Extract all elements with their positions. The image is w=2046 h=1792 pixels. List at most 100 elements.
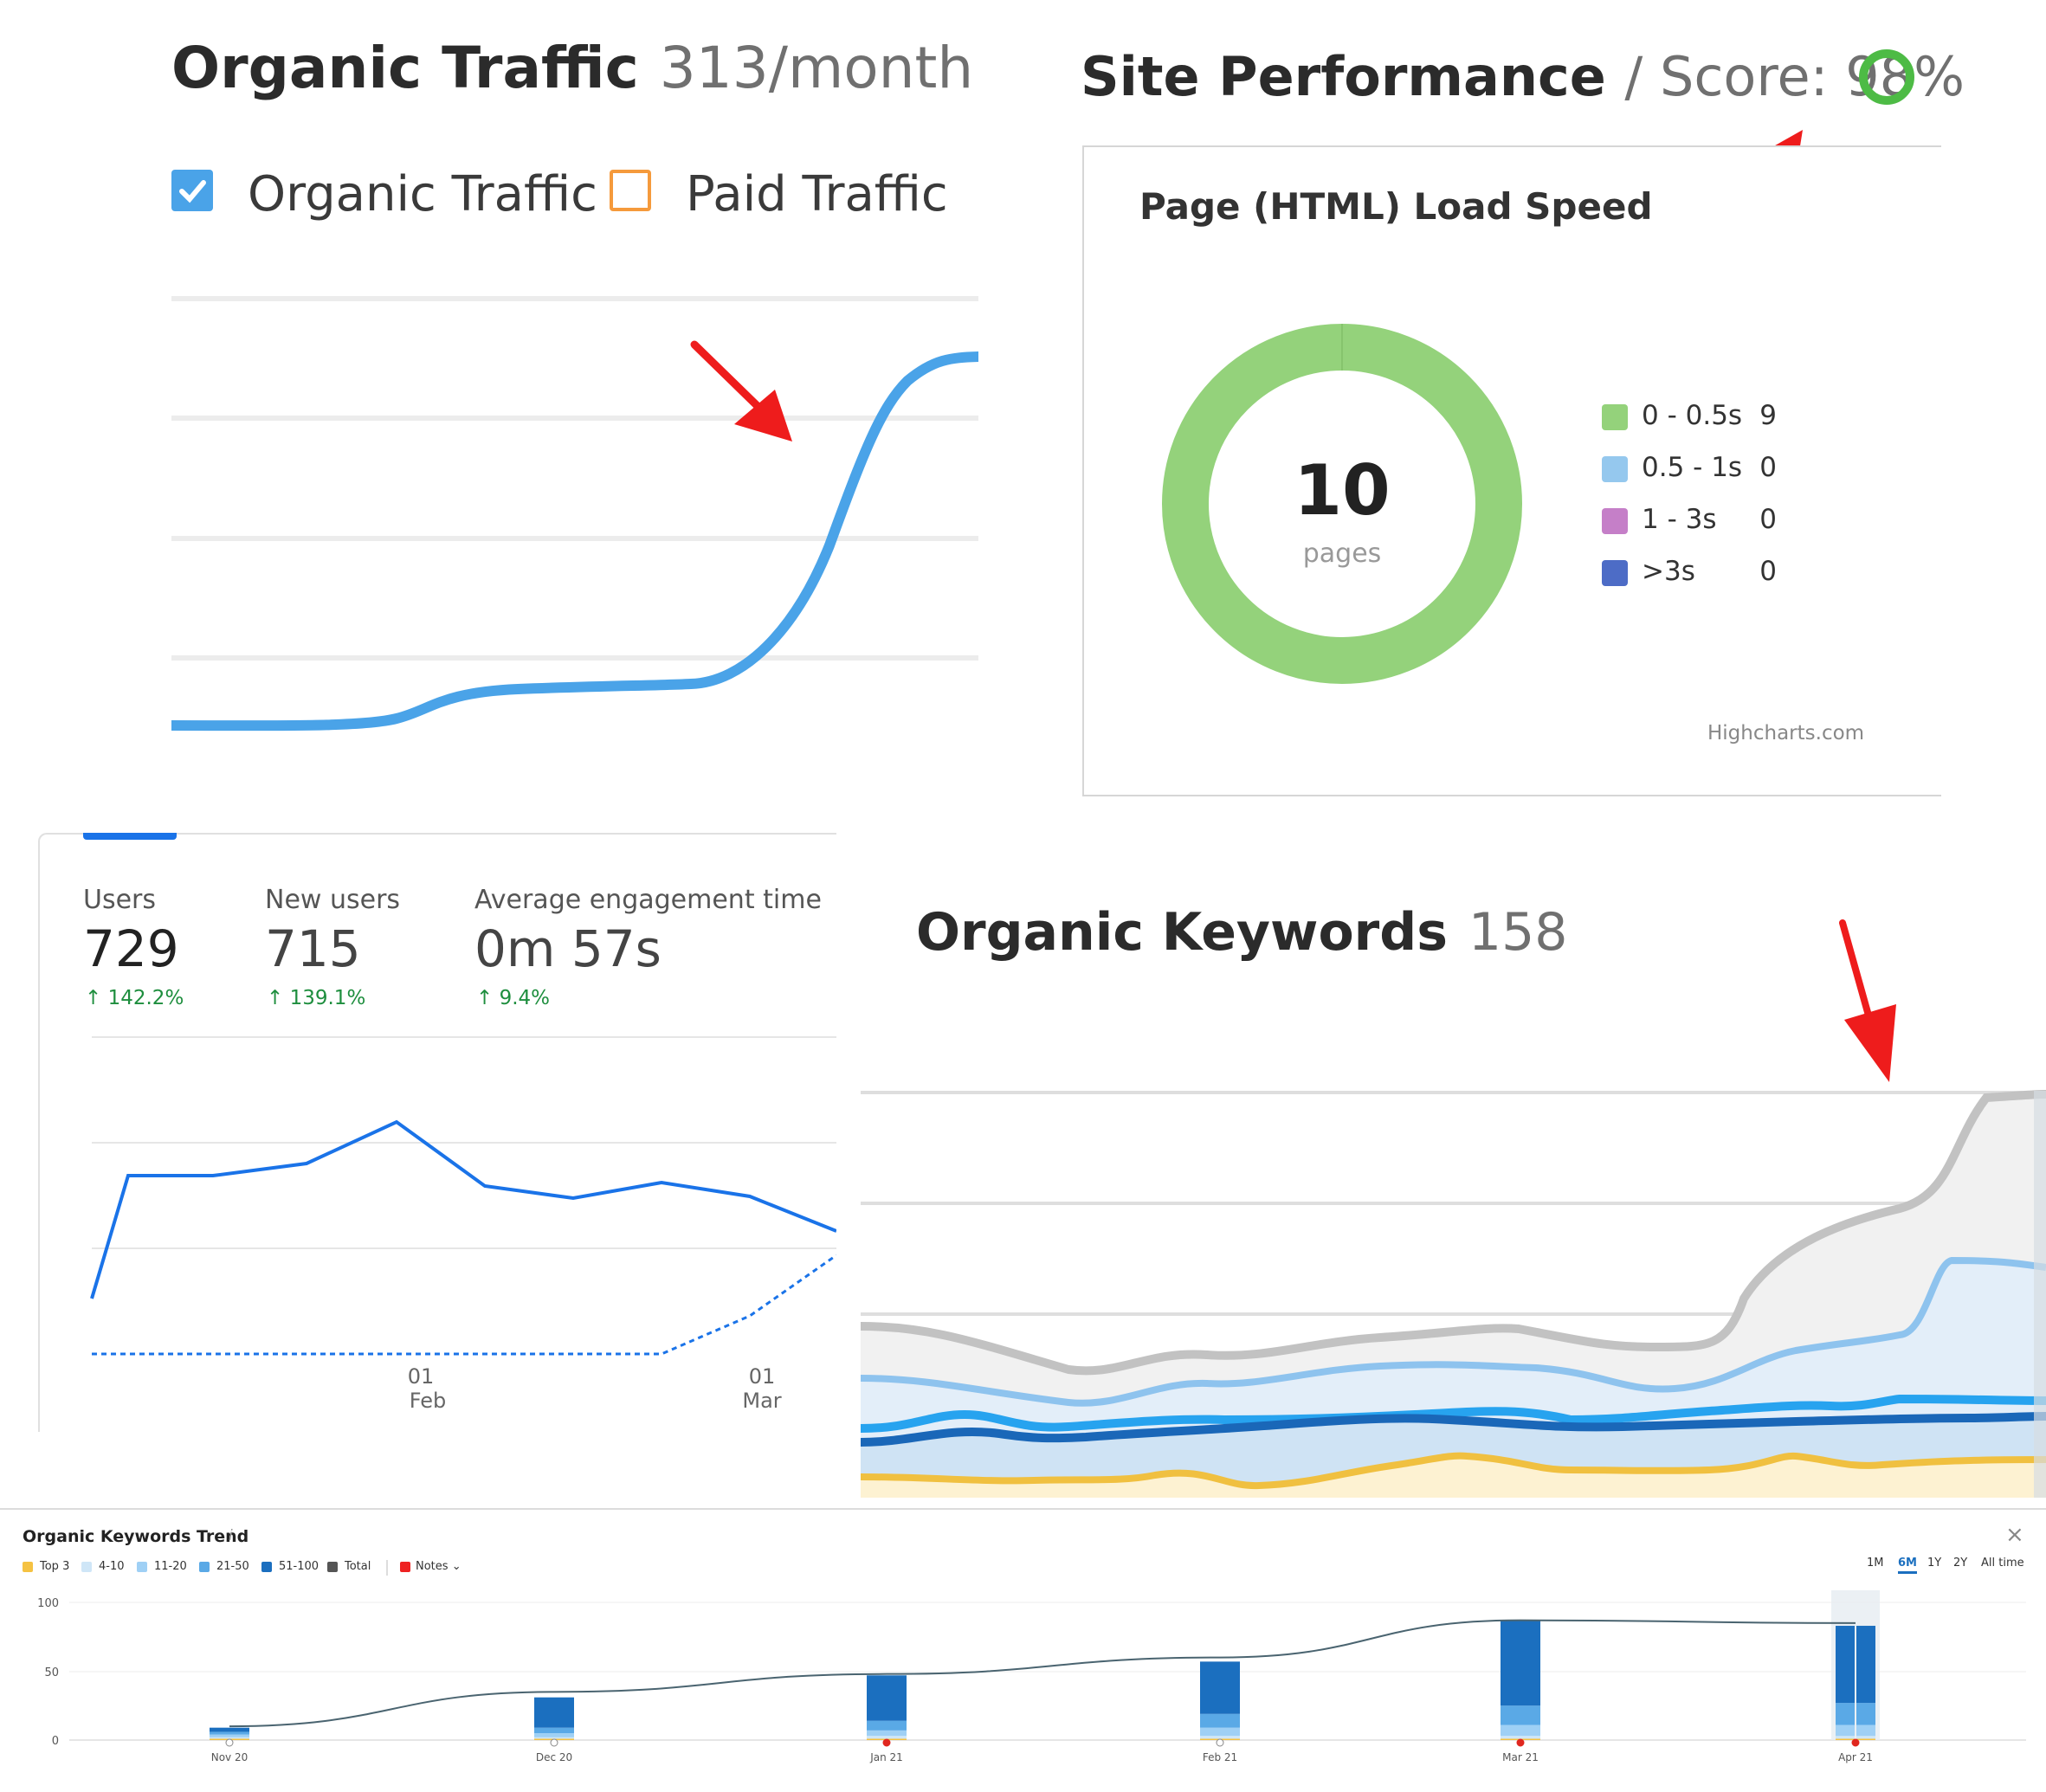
bar-segment-51-100[interactable] [1501, 1620, 1540, 1706]
legend-checkbox-top3[interactable] [23, 1562, 33, 1572]
range-tab-2y[interactable]: 2Y [1953, 1557, 1968, 1570]
paid-traffic-checkbox[interactable] [610, 170, 651, 211]
legend-value-1: 0 [1759, 452, 1777, 483]
google-update-icon[interactable] [225, 1738, 234, 1747]
11-20-line [861, 1412, 2046, 1447]
y-tick-label: 50 [44, 1666, 59, 1679]
info-icon[interactable]: i [229, 1527, 233, 1544]
legend-checkbox-total[interactable] [327, 1562, 338, 1572]
bar-segment-4-10[interactable] [1501, 1736, 1540, 1739]
organic-traffic-line [171, 351, 978, 732]
note-marker-icon[interactable] [1851, 1738, 1860, 1747]
highcharts-credit[interactable]: Highcharts.com [1707, 722, 1865, 745]
51-100-line [861, 1256, 2046, 1407]
load-speed-donut [1162, 324, 1522, 684]
note-marker-icon[interactable] [1516, 1738, 1525, 1747]
bar-segment-21-50[interactable] [1501, 1705, 1540, 1725]
legend-label-top3: Top 3 [40, 1560, 70, 1573]
bar-segment-11-20[interactable] [1836, 1724, 1855, 1737]
bar-segment-11-20[interactable] [867, 1730, 907, 1737]
bar-segment-4-10[interactable] [1856, 1736, 1875, 1739]
bar-segment-11-20[interactable] [1856, 1724, 1875, 1737]
metric-delta-users: ↑ 142.2% [85, 987, 184, 1009]
bar-segment-51-100[interactable] [534, 1697, 574, 1728]
organic-keywords-panel: Organic Keywords 158 [857, 900, 2046, 1498]
bar-segment-4-10[interactable] [210, 1737, 249, 1739]
close-icon[interactable]: × [2005, 1522, 2024, 1548]
bar-segment-4-10[interactable] [867, 1736, 907, 1739]
bar-segment-4-10[interactable] [1836, 1736, 1855, 1739]
bar-segment-51-100[interactable] [1200, 1661, 1240, 1714]
legend-swatch-1 [1602, 456, 1628, 482]
organic-keywords-title-text: Organic Keywords [916, 902, 1448, 963]
google-update-icon[interactable] [550, 1738, 558, 1747]
organic-traffic-gridlines [171, 296, 978, 661]
bar-segment-21-50[interactable] [1836, 1703, 1855, 1725]
metric-delta-new-users: ↑ 139.1% [267, 987, 366, 1009]
organic-traffic-panel: Organic Traffic 313/month Organic Traffic… [0, 0, 996, 796]
bar-segment-11-20[interactable] [534, 1733, 574, 1737]
bar-segment-21-50[interactable] [534, 1727, 574, 1734]
range-tab-all-time[interactable]: All time [1981, 1557, 2024, 1570]
x-tick-label: Jan 21 [869, 1751, 903, 1763]
legend-label-3: >3s [1642, 556, 1695, 587]
bar-segment-11-20[interactable] [210, 1734, 249, 1737]
metric-delta-engagement: ↑ 9.4% [476, 987, 551, 1009]
bar-segment-21-50[interactable] [1856, 1703, 1875, 1725]
notes-dropdown[interactable]: Notes ⌄ [416, 1560, 461, 1573]
trend-bars [210, 1620, 1875, 1747]
chevron-down-icon: ⌄ [451, 1560, 461, 1573]
legend-checkbox-11-20[interactable] [137, 1562, 147, 1572]
bar-segment-21-50[interactable] [867, 1720, 907, 1731]
arrow-up-icon: ↑ [267, 987, 290, 1009]
total-line [229, 1619, 1856, 1728]
bar-segment-21-50[interactable] [1200, 1713, 1240, 1728]
site-performance-title-text: Site Performance [1081, 45, 1606, 108]
metric-label-users: Users [83, 885, 157, 915]
legend-label-11-20: 11-20 [154, 1560, 187, 1573]
legend-checkbox-21-50[interactable] [199, 1562, 210, 1572]
site-performance-title: Site Performance / Score: 98% [1081, 45, 1965, 108]
metric-value-users: 729 [83, 919, 179, 978]
legend-checkbox-51-100[interactable] [261, 1562, 272, 1572]
note-marker-icon[interactable] [882, 1738, 891, 1747]
organic-traffic-checkbox[interactable] [171, 170, 213, 211]
bar-segment-51-100[interactable] [1836, 1626, 1855, 1704]
bar-segment-top-3[interactable] [1856, 1738, 1875, 1740]
organic-keywords-chart [861, 1090, 2046, 1498]
range-tab-1m[interactable]: 1M [1867, 1557, 1884, 1570]
legend-swatch-3 [1602, 560, 1628, 586]
legend-label-0: 0 - 0.5s [1642, 400, 1743, 431]
site-performance-panel: Site Performance / Score: 98% Page (HTML… [1065, 0, 2046, 805]
bar-segment-51-100[interactable] [210, 1727, 249, 1732]
legend-divider [386, 1560, 388, 1576]
trend-x-ticks: Nov 20 Dec 20 Jan 21 Feb 21 Mar 21 Apr 21 [211, 1751, 1873, 1763]
bar-segment-4-10[interactable] [534, 1737, 574, 1739]
y-tick-label: 0 [52, 1735, 59, 1748]
x-tick-label: Nov 20 [211, 1751, 248, 1763]
total-line [861, 1090, 2046, 1376]
bar-segment-21-50[interactable] [210, 1731, 249, 1735]
x-tick-feb-month: Feb [410, 1389, 447, 1413]
legend-label-1: 0.5 - 1s [1642, 452, 1743, 483]
bar-segment-11-20[interactable] [1501, 1724, 1540, 1737]
bar-segment-top-3[interactable] [1836, 1738, 1855, 1740]
metric-label-engagement: Average engagement time [474, 885, 822, 915]
keywords-trend-chart: 100 50 0 Nov 20 Dec 20 Jan 21 Feb 21 Mar 21 A… [37, 1590, 2026, 1763]
bar-segment-4-10[interactable] [1200, 1736, 1240, 1739]
range-tab-6m[interactable]: 6M [1898, 1557, 1917, 1574]
legend-checkbox-4-10[interactable] [81, 1562, 92, 1572]
bar-segment-51-100[interactable] [1856, 1626, 1875, 1704]
x-tick-label: Feb 21 [1203, 1751, 1237, 1763]
organic-traffic-value: 313/month [659, 35, 974, 101]
legend-value-0: 9 [1759, 400, 1777, 431]
active-tab-indicator [83, 833, 177, 840]
google-update-icon[interactable] [1216, 1738, 1224, 1747]
bar-segment-11-20[interactable] [1200, 1727, 1240, 1737]
analytics-chart: 01 Feb 01 Mar [90, 1036, 836, 1413]
range-tab-1y[interactable]: 1Y [1927, 1557, 1942, 1570]
x-tick-label: Dec 20 [536, 1751, 572, 1763]
bar-segment-51-100[interactable] [867, 1675, 907, 1721]
check-icon [179, 180, 206, 203]
metric-value-new-users: 715 [265, 919, 361, 978]
